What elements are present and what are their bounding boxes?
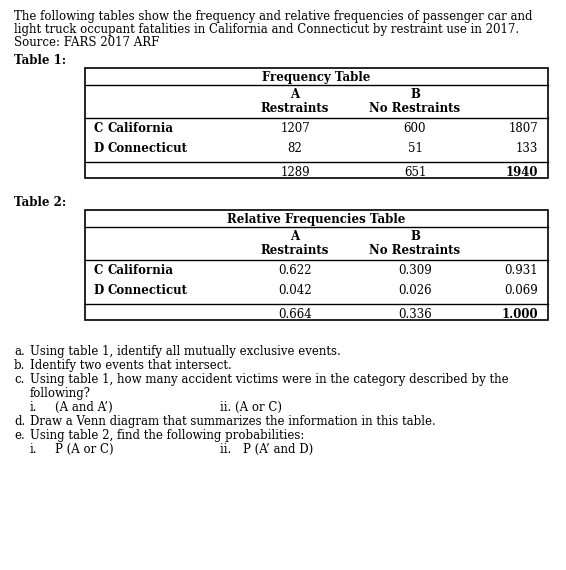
- Text: i.: i.: [30, 401, 37, 414]
- Text: 600: 600: [404, 122, 426, 135]
- Text: Frequency Table: Frequency Table: [262, 71, 371, 84]
- Text: No Restraints: No Restraints: [370, 102, 461, 115]
- Text: Connecticut: Connecticut: [107, 284, 187, 297]
- Text: Table 2:: Table 2:: [14, 196, 66, 209]
- Text: P (A or C): P (A or C): [55, 443, 114, 456]
- Text: Using table 1, how many accident victims were in the category described by the: Using table 1, how many accident victims…: [30, 373, 509, 386]
- Text: b.: b.: [14, 359, 25, 372]
- Text: A: A: [290, 230, 299, 243]
- Text: 0.336: 0.336: [398, 308, 432, 321]
- Text: ii. P (A’ and D): ii. P (A’ and D): [220, 443, 313, 456]
- Text: Identify two events that intersect.: Identify two events that intersect.: [30, 359, 231, 372]
- Text: California: California: [107, 122, 173, 135]
- Text: B: B: [410, 88, 420, 101]
- Text: a.: a.: [14, 345, 25, 358]
- Text: 651: 651: [404, 166, 426, 179]
- Text: following?: following?: [30, 387, 91, 400]
- Text: 1.000: 1.000: [501, 308, 538, 321]
- Text: 1807: 1807: [508, 122, 538, 135]
- Text: 1289: 1289: [280, 166, 310, 179]
- Text: 1207: 1207: [280, 122, 310, 135]
- Text: 1940: 1940: [505, 166, 538, 179]
- Text: Restraints: Restraints: [261, 102, 329, 115]
- Text: 82: 82: [288, 142, 302, 155]
- Text: Table 1:: Table 1:: [14, 54, 66, 67]
- Text: B: B: [410, 230, 420, 243]
- Text: 0.026: 0.026: [398, 284, 432, 297]
- Text: Using table 1, identify all mutually exclusive events.: Using table 1, identify all mutually exc…: [30, 345, 341, 358]
- Text: (A and A’): (A and A’): [55, 401, 113, 414]
- Text: 0.069: 0.069: [504, 284, 538, 297]
- Bar: [85, 68, 548, 178]
- Text: Source: FARS 2017 ARF: Source: FARS 2017 ARF: [14, 36, 160, 49]
- Bar: [85, 210, 548, 320]
- Text: d.: d.: [14, 415, 25, 428]
- Text: Restraints: Restraints: [261, 244, 329, 257]
- Text: i.: i.: [30, 443, 37, 456]
- Text: ii. (A or C): ii. (A or C): [220, 401, 282, 414]
- Text: e.: e.: [14, 429, 25, 442]
- Text: California: California: [107, 264, 173, 277]
- Text: c.: c.: [14, 373, 24, 386]
- Text: C: C: [93, 122, 102, 135]
- Text: 0.931: 0.931: [504, 264, 538, 277]
- Text: 133: 133: [516, 142, 538, 155]
- Text: Relative Frequencies Table: Relative Frequencies Table: [228, 213, 406, 226]
- Text: 0.664: 0.664: [278, 308, 312, 321]
- Text: C: C: [93, 264, 102, 277]
- Text: 0.309: 0.309: [398, 264, 432, 277]
- Text: Draw a Venn diagram that summarizes the information in this table.: Draw a Venn diagram that summarizes the …: [30, 415, 436, 428]
- Text: D: D: [93, 284, 103, 297]
- Text: Using table 2, find the following probabilities:: Using table 2, find the following probab…: [30, 429, 305, 442]
- Text: light truck occupant fatalities in California and Connecticut by restraint use i: light truck occupant fatalities in Calif…: [14, 23, 519, 36]
- Text: D: D: [93, 142, 103, 155]
- Text: No Restraints: No Restraints: [370, 244, 461, 257]
- Text: A: A: [290, 88, 299, 101]
- Text: 51: 51: [408, 142, 422, 155]
- Text: 0.622: 0.622: [278, 264, 312, 277]
- Text: 0.042: 0.042: [278, 284, 312, 297]
- Text: Connecticut: Connecticut: [107, 142, 187, 155]
- Text: The following tables show the frequency and relative frequencies of passenger ca: The following tables show the frequency …: [14, 10, 533, 23]
